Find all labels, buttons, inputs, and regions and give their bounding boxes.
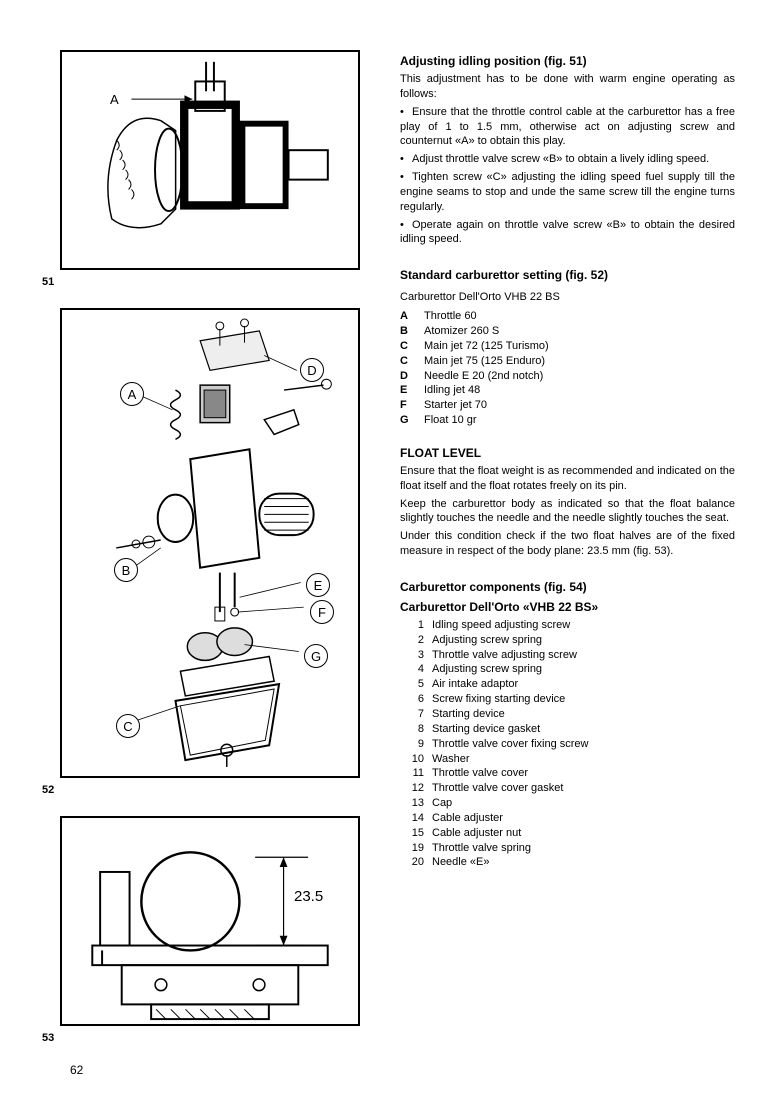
adjusting-bullet-1: •Ensure that the throttle control cable … [400,105,735,150]
components-subtitle: Carburettor Dell'Orto «VHB 22 BS» [400,600,735,614]
component-item: 1Idling speed adjusting screw [400,618,735,633]
spec-item: BAtomizer 260 S [400,324,735,339]
adjusting-heading: Adjusting idling position (fig. 51) [400,54,735,68]
callout-b: B [114,558,138,582]
dimension-label: 23.5 [294,888,323,905]
callout-f: F [310,600,334,624]
component-item: 13Cap [400,796,735,811]
spec-item: CMain jet 72 (125 Turismo) [400,339,735,354]
component-item: 10Washer [400,752,735,767]
callout-a: A [120,382,144,406]
float-p3: Under this condition check if the two fl… [400,529,735,559]
standard-heading: Standard carburettor setting (fig. 52) [400,268,735,282]
spec-item: DNeedle E 20 (2nd notch) [400,369,735,384]
standard-subtitle: Carburettor Dell'Orto VHB 22 BS [400,290,735,305]
component-item: 11Throttle valve cover [400,766,735,781]
float-heading: FLOAT LEVEL [400,446,735,460]
spec-item: FStarter jet 70 [400,398,735,413]
float-p2: Keep the carburettor body as indicated s… [400,497,735,527]
adjusting-intro: This adjustment has to be done with warm… [400,72,735,102]
adjusting-bullet-3: •Tighten screw «C» adjusting the idling … [400,170,735,215]
spec-item: EIdling jet 48 [400,383,735,398]
component-item: 6Screw fixing starting device [400,692,735,707]
components-list: 1Idling speed adjusting screw2Adjusting … [400,618,735,870]
component-item: 8Starting device gasket [400,722,735,737]
spec-item: AThrottle 60 [400,309,735,324]
callout-g: G [304,644,328,668]
component-item: 15Cable adjuster nut [400,826,735,841]
figures-column: A 51 [60,50,370,1064]
adjusting-bullet-2: •Adjust throttle valve screw «B» to obta… [400,152,735,167]
two-column-layout: A 51 [60,50,735,1064]
standard-spec-list: AThrottle 60BAtomizer 260 SCMain jet 72 … [400,309,735,428]
callout-c: C [116,714,140,738]
component-item: 3Throttle valve adjusting screw [400,648,735,663]
figure-51: A [60,50,360,270]
component-item: 7Starting device [400,707,735,722]
figure-51-number: 51 [42,276,370,288]
component-item: 19Throttle valve spring [400,841,735,856]
callout-d: D [300,358,324,382]
component-item: 4Adjusting screw spring [400,662,735,677]
float-level-drawing-53 [62,818,358,1024]
adjusting-bullet-4: •Operate again on throttle valve screw «… [400,218,735,248]
carburettor-drawing-51 [62,52,358,268]
component-item: 5Air intake adaptor [400,677,735,692]
manual-page: A 51 [0,0,775,1095]
components-heading: Carburettor components (fig. 54) [400,580,735,594]
figure-52: A B C D E F G [60,308,360,778]
page-number: 62 [70,1063,83,1077]
float-p1: Ensure that the float weight is as recom… [400,464,735,494]
callout-e: E [306,573,330,597]
component-item: 20Needle «E» [400,855,735,870]
component-item: 2Adjusting screw spring [400,633,735,648]
callout-a-label: A [110,92,119,107]
figure-53: 23.5 [60,816,360,1026]
spec-item: GFloat 10 gr [400,413,735,428]
figure-53-number: 53 [42,1032,370,1044]
text-column: Adjusting idling position (fig. 51) This… [400,50,735,1064]
component-item: 9Throttle valve cover fixing screw [400,737,735,752]
figure-52-number: 52 [42,784,370,796]
spec-item: CMain jet 75 (125 Enduro) [400,354,735,369]
component-item: 12Throttle valve cover gasket [400,781,735,796]
component-item: 14Cable adjuster [400,811,735,826]
